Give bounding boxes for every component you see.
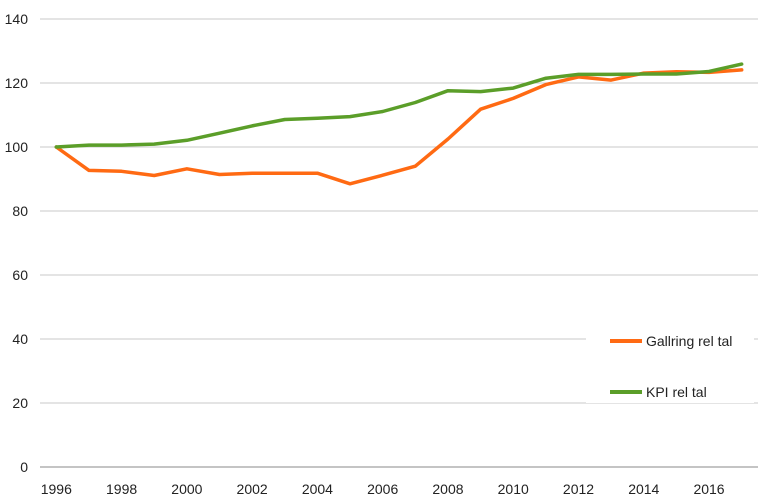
x-tick-label: 2012 — [563, 481, 594, 497]
x-tick-label: 2004 — [302, 481, 333, 497]
y-tick-label: 80 — [12, 203, 28, 219]
legend-label-0: Gallring rel tal — [646, 333, 732, 349]
legend-label-1: KPI rel tal — [646, 384, 707, 400]
x-tick-label: 2000 — [171, 481, 202, 497]
legend-bg — [586, 332, 754, 352]
y-tick-label: 140 — [5, 11, 29, 27]
y-tick-label: 60 — [12, 267, 28, 283]
x-tick-label: 2014 — [628, 481, 659, 497]
y-tick-label: 120 — [5, 75, 29, 91]
series-lines — [54, 62, 744, 186]
legend: Gallring rel tal KPI rel tal — [586, 332, 754, 403]
x-tick-label: 2006 — [367, 481, 398, 497]
x-tick-label: 2016 — [693, 481, 724, 497]
series-line-1 — [54, 62, 744, 149]
series-line-0 — [54, 68, 744, 186]
gridlines — [40, 18, 758, 468]
y-tick-label: 100 — [5, 139, 29, 155]
x-axis-tick-labels: 1996 1998 2000 2002 2004 2006 2008 2010 2012 2014… — [41, 481, 725, 497]
x-tick-label: 2010 — [498, 481, 529, 497]
x-tick-label: 2002 — [237, 481, 268, 497]
y-tick-label: 40 — [12, 331, 28, 347]
y-axis-tick-labels: 0 20 40 60 80 100 120 140 — [5, 11, 29, 475]
x-tick-label: 1996 — [41, 481, 72, 497]
y-tick-label: 20 — [12, 395, 28, 411]
x-tick-label: 2008 — [432, 481, 463, 497]
y-tick-label: 0 — [20, 459, 28, 475]
legend-bg — [586, 383, 754, 403]
x-tick-label: 1998 — [106, 481, 137, 497]
